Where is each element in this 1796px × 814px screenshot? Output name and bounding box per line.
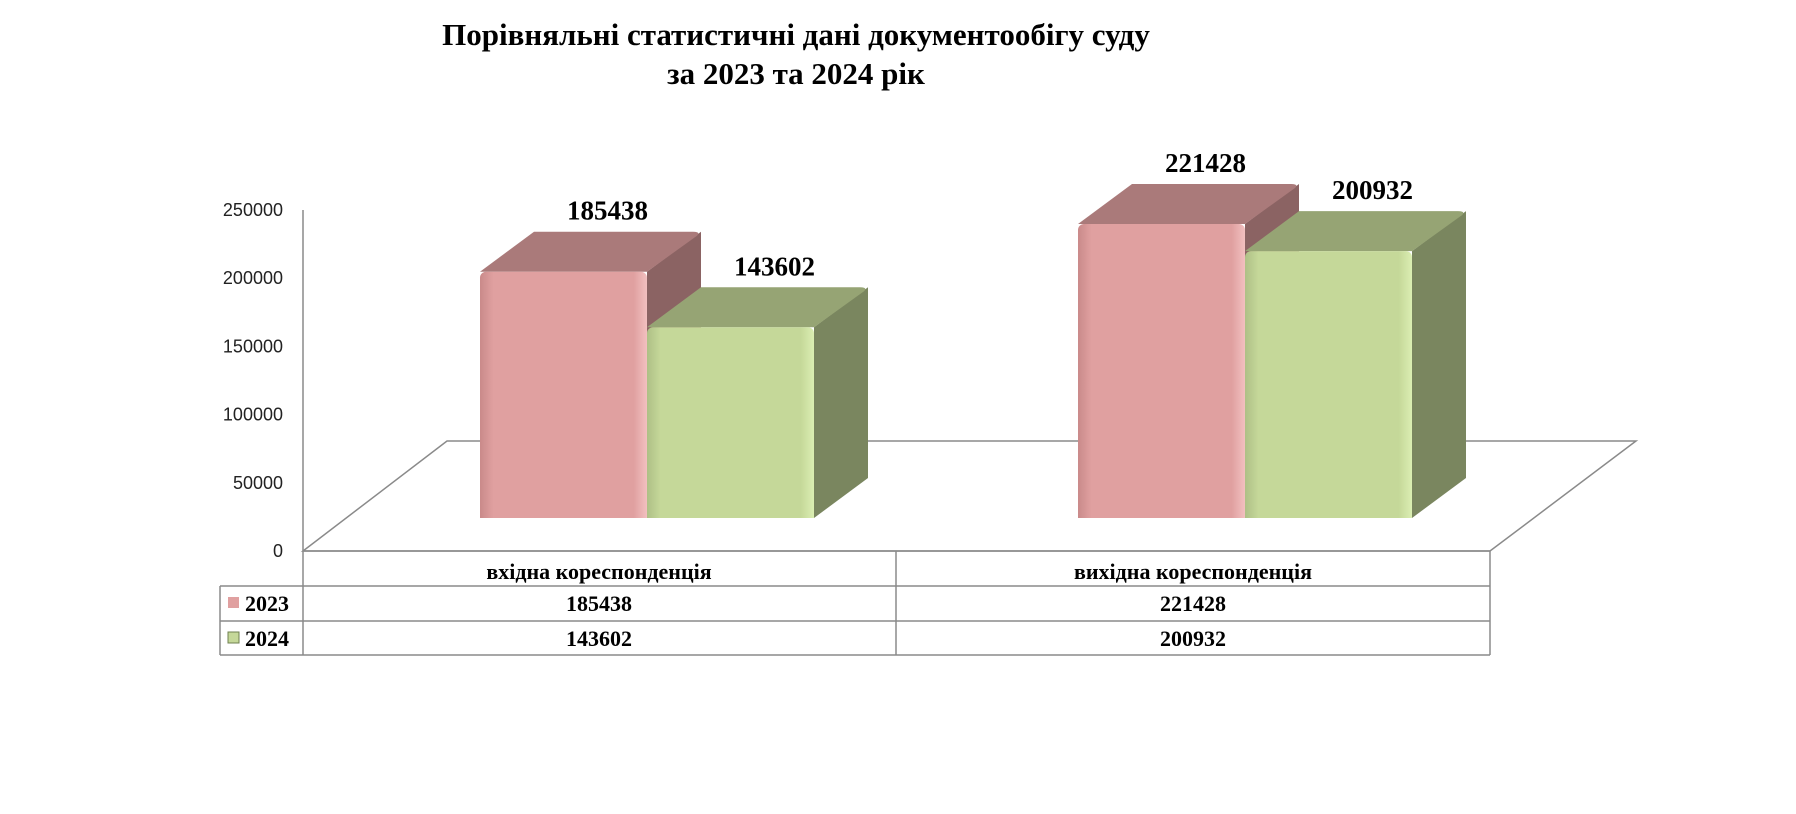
bar-base — [647, 510, 814, 518]
bar-side-face — [814, 287, 868, 518]
data-label: 221428 — [1165, 148, 1246, 178]
table-header-outgoing: вихідна кореспонденція — [1074, 559, 1312, 584]
table-cell-2024-outgoing: 200932 — [1160, 626, 1226, 651]
table-header-incoming: вхідна кореспонденція — [486, 559, 711, 584]
data-label: 200932 — [1332, 175, 1413, 205]
y-tick-label: 250000 — [223, 200, 283, 220]
chart-subtitle: за 2023 та 2024 рік — [667, 56, 925, 91]
table-cell-2024-incoming: 143602 — [566, 626, 632, 651]
bar-front-face — [480, 271, 647, 518]
y-tick-label: 50000 — [233, 473, 283, 493]
y-tick-label: 200000 — [223, 268, 283, 288]
bar — [1245, 211, 1466, 519]
data-table — [219, 550, 1491, 656]
bar-base — [1245, 510, 1412, 518]
bar-side-face — [1412, 211, 1466, 519]
y-axis-ticks: 0 50000 100000 150000 200000 250000 — [223, 200, 283, 561]
data-labels-group: 185438 143602 221428 200932 — [567, 148, 1413, 281]
legend-label-2024: 2024 — [245, 626, 289, 651]
y-tick-label: 100000 — [223, 405, 283, 425]
data-label: 185438 — [567, 196, 648, 226]
bar — [647, 287, 868, 518]
table-cell-2023-outgoing: 221428 — [1160, 591, 1226, 616]
bar-base — [1078, 510, 1245, 518]
chart-title: Порівняльні статистичні дані документооб… — [442, 17, 1150, 52]
legend-swatch-2023 — [228, 597, 239, 608]
bar-top-face — [480, 231, 699, 272]
data-label: 143602 — [734, 251, 815, 281]
bar-top-face — [1078, 183, 1297, 224]
bar-front-face — [1245, 251, 1412, 519]
bar-front-face — [1078, 223, 1245, 519]
y-tick-label: 150000 — [223, 336, 283, 356]
bars-group — [480, 183, 1466, 519]
bar-base — [480, 510, 647, 518]
bar-top-face — [647, 287, 866, 328]
y-tick-label: 0 — [273, 541, 283, 561]
legend-label-2023: 2023 — [245, 591, 289, 616]
bar-front-face — [647, 327, 814, 518]
bar-top-face — [1245, 211, 1464, 252]
legend-swatch-2024 — [227, 631, 240, 644]
table-cell-2023-incoming: 185438 — [566, 591, 632, 616]
